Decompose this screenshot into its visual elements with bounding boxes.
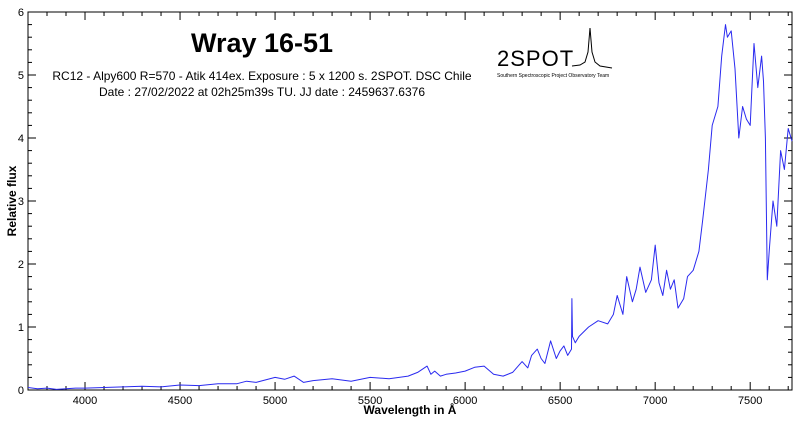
- y-axis-label: Relative flux: [5, 165, 19, 236]
- x-tick-label: 4500: [168, 395, 192, 407]
- y-tick-label: 2: [18, 259, 24, 271]
- x-tick-label: 4000: [73, 395, 97, 407]
- chart-subtitle-line1: RC12 - Alpy600 R=570 - Atik 414ex. Expos…: [52, 69, 472, 83]
- series-layer: [27, 24, 793, 390]
- spectrum-series-line: [27, 24, 793, 390]
- x-tick-label: 6500: [548, 395, 572, 407]
- x-tick-label: 5500: [358, 395, 382, 407]
- y-tick-label: 3: [18, 196, 24, 208]
- y-tick-label: 6: [18, 7, 24, 19]
- x-tick-label: 5000: [263, 395, 287, 407]
- y-tick-label: 0: [18, 385, 24, 397]
- chart-subtitle-line2: Date : 27/02/2022 at 02h25m39s TU. JJ da…: [99, 85, 425, 99]
- logo-tagline: Southern Spectroscopic Project Observato…: [497, 73, 609, 79]
- logo-spectrum-peak-icon: [571, 27, 613, 69]
- y-tick-label: 1: [18, 322, 24, 334]
- x-tick-label: 7500: [738, 395, 762, 407]
- y-tick-label: 5: [18, 70, 24, 82]
- x-tick-label: 7000: [643, 395, 667, 407]
- x-axis-ticks: 4000 4500 5000 5500 6000 6500 7000 7500: [27, 12, 789, 407]
- chart-title: Wray 16-51: [191, 28, 333, 58]
- y-axis-ticks: 0 1 2 3 4 5 6: [18, 7, 792, 397]
- x-axis-label: Wavelength in Å: [364, 402, 457, 417]
- logo-text: 2SPOT: [497, 46, 574, 71]
- 2spot-logo: 2SPOT Southern Spectroscopic Project Obs…: [497, 27, 613, 79]
- y-tick-label: 4: [18, 133, 24, 145]
- x-tick-label: 6000: [453, 395, 477, 407]
